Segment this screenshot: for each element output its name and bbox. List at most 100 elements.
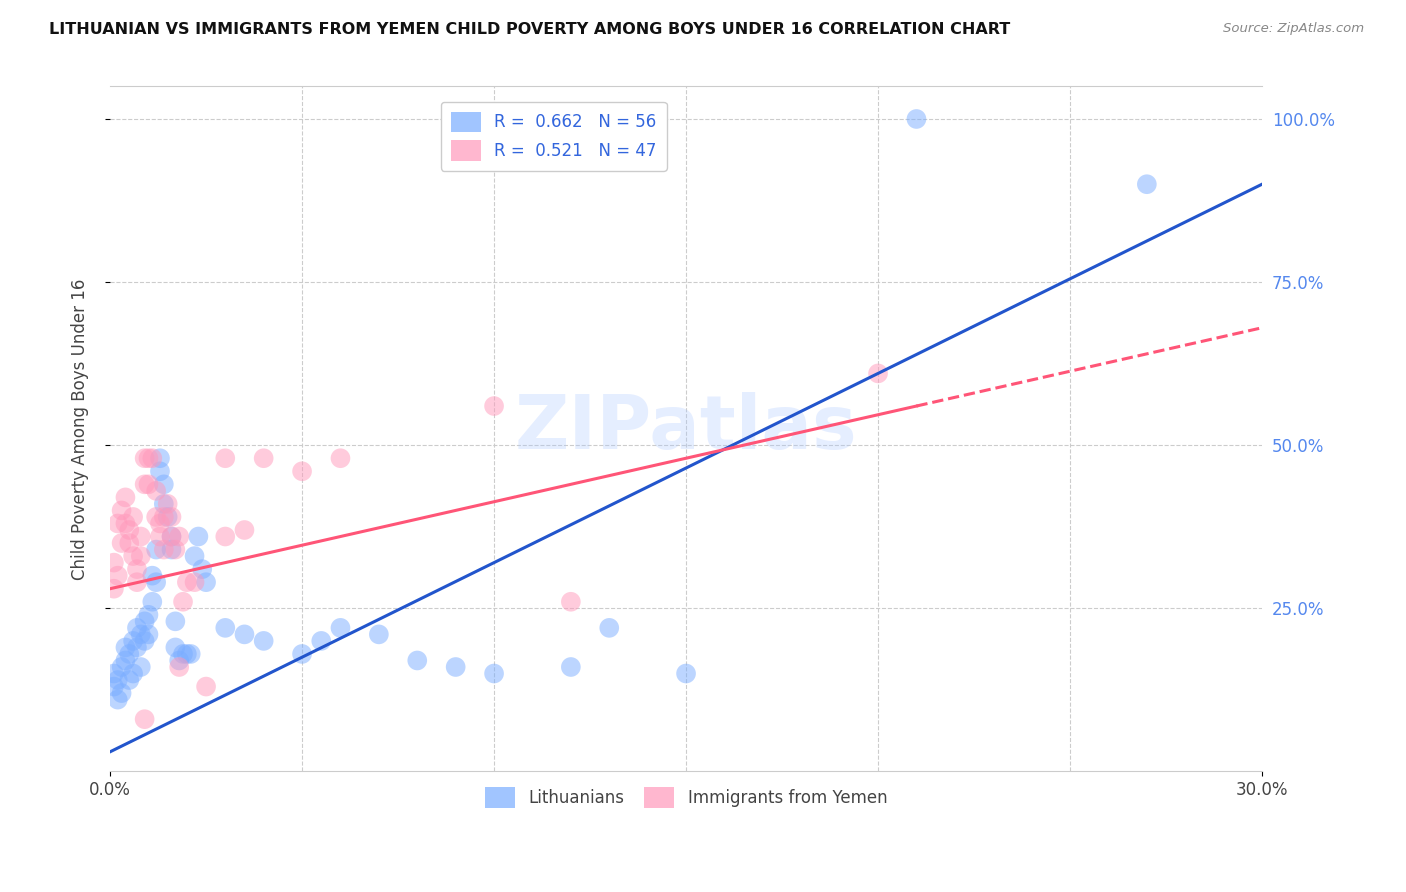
Y-axis label: Child Poverty Among Boys Under 16: Child Poverty Among Boys Under 16 <box>72 278 89 580</box>
Immigrants from Yemen <box>134 477 156 491</box>
Lithuanians <box>367 627 389 641</box>
Lithuanians <box>406 653 429 667</box>
Text: Source: ZipAtlas.com: Source: ZipAtlas.com <box>1223 22 1364 36</box>
Lithuanians <box>138 627 160 641</box>
Lithuanians <box>134 615 156 629</box>
Immigrants from Yemen <box>103 582 125 596</box>
Immigrants from Yemen <box>134 712 156 726</box>
Immigrants from Yemen <box>138 451 160 466</box>
Lithuanians <box>114 653 136 667</box>
Immigrants from Yemen <box>167 660 190 674</box>
Lithuanians <box>195 575 218 590</box>
Immigrants from Yemen <box>149 516 172 531</box>
Immigrants from Yemen <box>114 491 136 505</box>
Lithuanians <box>187 529 209 543</box>
Immigrants from Yemen <box>160 510 183 524</box>
Immigrants from Yemen <box>145 483 167 498</box>
Immigrants from Yemen <box>107 516 129 531</box>
Immigrants from Yemen <box>176 575 198 590</box>
Immigrants from Yemen <box>122 510 145 524</box>
Lithuanians <box>110 686 132 700</box>
Immigrants from Yemen <box>172 595 194 609</box>
Lithuanians <box>176 647 198 661</box>
Immigrants from Yemen <box>167 529 190 543</box>
Lithuanians <box>291 647 314 661</box>
Immigrants from Yemen <box>156 497 179 511</box>
Immigrants from Yemen <box>125 562 148 576</box>
Lithuanians <box>444 660 467 674</box>
Lithuanians <box>141 568 163 582</box>
Lithuanians <box>110 660 132 674</box>
Lithuanians <box>560 660 582 674</box>
Immigrants from Yemen <box>110 536 132 550</box>
Lithuanians <box>165 640 187 655</box>
Lithuanians <box>172 647 194 661</box>
Lithuanians <box>482 666 505 681</box>
Lithuanians <box>107 673 129 687</box>
Lithuanians <box>118 673 141 687</box>
Lithuanians <box>118 647 141 661</box>
Immigrants from Yemen <box>145 510 167 524</box>
Text: LITHUANIAN VS IMMIGRANTS FROM YEMEN CHILD POVERTY AMONG BOYS UNDER 16 CORRELATIO: LITHUANIAN VS IMMIGRANTS FROM YEMEN CHIL… <box>49 22 1011 37</box>
Immigrants from Yemen <box>149 529 172 543</box>
Immigrants from Yemen <box>122 549 145 563</box>
Lithuanians <box>160 542 183 557</box>
Immigrants from Yemen <box>118 523 141 537</box>
Immigrants from Yemen <box>110 503 132 517</box>
Lithuanians <box>905 112 928 126</box>
Immigrants from Yemen <box>233 523 256 537</box>
Immigrants from Yemen <box>253 451 276 466</box>
Lithuanians <box>122 633 145 648</box>
Lithuanians <box>103 680 125 694</box>
Lithuanians <box>309 633 332 648</box>
Immigrants from Yemen <box>214 451 236 466</box>
Immigrants from Yemen <box>195 680 218 694</box>
Lithuanians <box>598 621 620 635</box>
Immigrants from Yemen <box>114 516 136 531</box>
Immigrants from Yemen <box>103 556 125 570</box>
Lithuanians <box>145 542 167 557</box>
Lithuanians <box>138 607 160 622</box>
Immigrants from Yemen <box>138 477 160 491</box>
Immigrants from Yemen <box>291 464 314 478</box>
Immigrants from Yemen <box>214 529 236 543</box>
Immigrants from Yemen <box>134 451 156 466</box>
Immigrants from Yemen <box>107 568 129 582</box>
Lithuanians <box>180 647 202 661</box>
Immigrants from Yemen <box>141 451 163 466</box>
Lithuanians <box>160 529 183 543</box>
Lithuanians <box>134 633 156 648</box>
Lithuanians <box>129 627 152 641</box>
Lithuanians <box>214 621 236 635</box>
Immigrants from Yemen <box>118 536 141 550</box>
Immigrants from Yemen <box>482 399 505 413</box>
Lithuanians <box>156 510 179 524</box>
Immigrants from Yemen <box>183 575 205 590</box>
Immigrants from Yemen <box>868 367 890 381</box>
Lithuanians <box>103 666 125 681</box>
Lithuanians <box>165 615 187 629</box>
Lithuanians <box>145 575 167 590</box>
Text: ZIPatlas: ZIPatlas <box>515 392 858 466</box>
Lithuanians <box>1136 178 1159 192</box>
Lithuanians <box>149 451 172 466</box>
Lithuanians <box>191 562 214 576</box>
Immigrants from Yemen <box>129 549 152 563</box>
Lithuanians <box>167 653 190 667</box>
Lithuanians <box>114 640 136 655</box>
Legend: Lithuanians, Immigrants from Yemen: Lithuanians, Immigrants from Yemen <box>478 780 894 814</box>
Immigrants from Yemen <box>160 529 183 543</box>
Immigrants from Yemen <box>153 542 176 557</box>
Immigrants from Yemen <box>560 595 582 609</box>
Lithuanians <box>153 497 176 511</box>
Lithuanians <box>253 633 276 648</box>
Lithuanians <box>141 595 163 609</box>
Lithuanians <box>153 477 176 491</box>
Lithuanians <box>129 660 152 674</box>
Immigrants from Yemen <box>165 542 187 557</box>
Immigrants from Yemen <box>153 510 176 524</box>
Immigrants from Yemen <box>129 529 152 543</box>
Lithuanians <box>107 692 129 706</box>
Lithuanians <box>329 621 352 635</box>
Immigrants from Yemen <box>125 575 148 590</box>
